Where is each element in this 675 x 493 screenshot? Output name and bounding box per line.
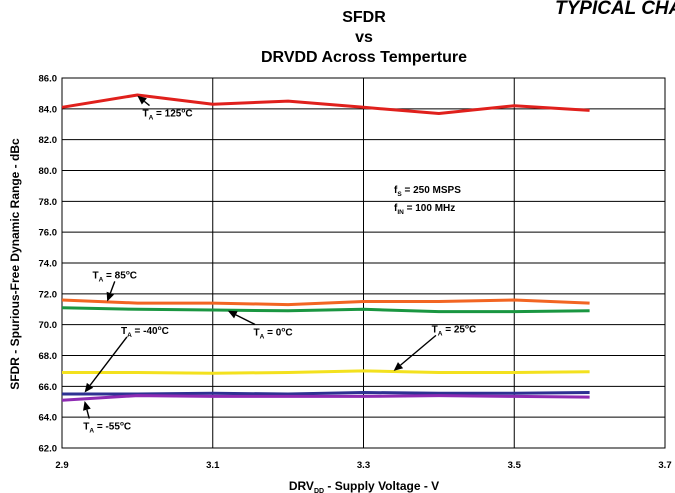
y-tick-label: 80.0 [39, 166, 58, 177]
series-line-t125 [61, 93, 590, 115]
chart-title-line-1: SFDR [342, 9, 386, 26]
y-tick-label: 72.0 [39, 289, 58, 300]
x-tick-label: 3.1 [206, 460, 220, 471]
series-lines [61, 93, 590, 402]
annotation-arrow-t0 [235, 314, 256, 326]
temperature-annotations: TA = 125oC TA = 85oC TA = 0oC TA = 25oC TA =… [83, 95, 477, 435]
annotation-label-t125: TA = 125oC [142, 108, 192, 122]
x-axis-label: DRVDD - Supply Voltage - V [289, 479, 439, 493]
y-axis-ticks: 62.0 64.0 66.0 68.0 70.0 72.0 74.0 76.0 78.0 80.0… [39, 74, 58, 455]
annotation-arrow-tm55 [86, 409, 90, 419]
series-line-t85 [61, 298, 590, 307]
annotation-arrowhead-t25 [393, 362, 404, 371]
x-tick-label: 2.9 [55, 460, 68, 471]
annotation-arrow-t85 [109, 281, 116, 294]
x-tick-label: 3.7 [658, 460, 671, 471]
annotation-arrow-t125 [143, 100, 150, 107]
y-tick-label: 68.0 [39, 351, 58, 362]
y-tick-label: 82.0 [39, 135, 58, 146]
annotation-arrowhead-t125 [137, 95, 147, 105]
annotation-arrow-tm40 [89, 336, 128, 386]
y-tick-label: 78.0 [39, 197, 58, 208]
condition-label: fS = 250 MSPS [394, 185, 461, 198]
y-tick-label: 76.0 [39, 228, 58, 239]
annotation-arrow-t25 [400, 334, 437, 366]
series-line-tm40 [62, 391, 590, 396]
x-tick-label: 3.5 [508, 460, 522, 471]
y-tick-label: 64.0 [39, 413, 58, 424]
y-tick-label: 70.0 [39, 320, 58, 331]
annotation-label-t0: TA = 0oC [254, 326, 293, 340]
series-line-t25 [62, 369, 590, 375]
test-conditions: fS = 250 MSPS fIN = 100 MHz [394, 185, 461, 216]
plot-area-frame [61, 77, 666, 449]
series-line-tm55 [61, 394, 590, 402]
y-axis-label: SFDR - Spurious-Free Dynamic Range - dBc [8, 138, 22, 390]
annotation-label-t25: TA = 25oC [432, 323, 477, 337]
banner-heading: TYPICAL CHARACT [555, 0, 675, 19]
y-tick-label: 84.0 [39, 104, 58, 115]
chart-title-line-3: DRVDD Across Temperture [261, 49, 467, 66]
series-line-t0 [61, 306, 590, 314]
y-tick-label: 62.0 [39, 444, 58, 455]
annotation-arrowhead-tm55 [83, 400, 91, 411]
annotation-label-tm40: TA = -40oC [121, 325, 169, 339]
condition-label: fIN = 100 MHz [394, 203, 455, 216]
annotation-arrowhead-t0 [227, 310, 238, 319]
annotation-label-tm55: TA = -55oC [83, 421, 131, 435]
annotation-label-t85: TA = 85oC [92, 269, 137, 283]
y-tick-label: 86.0 [39, 74, 58, 85]
x-tick-label: 3.3 [357, 460, 370, 471]
x-axis-ticks: 2.9 3.1 3.3 3.5 3.7 [55, 460, 671, 471]
chart-title-line-2: vs [355, 29, 373, 46]
y-tick-label: 74.0 [39, 259, 58, 270]
y-tick-label: 66.0 [39, 382, 58, 393]
annotation-arrowhead-t85 [106, 291, 115, 302]
annotation-arrowhead-tm40 [84, 382, 94, 393]
